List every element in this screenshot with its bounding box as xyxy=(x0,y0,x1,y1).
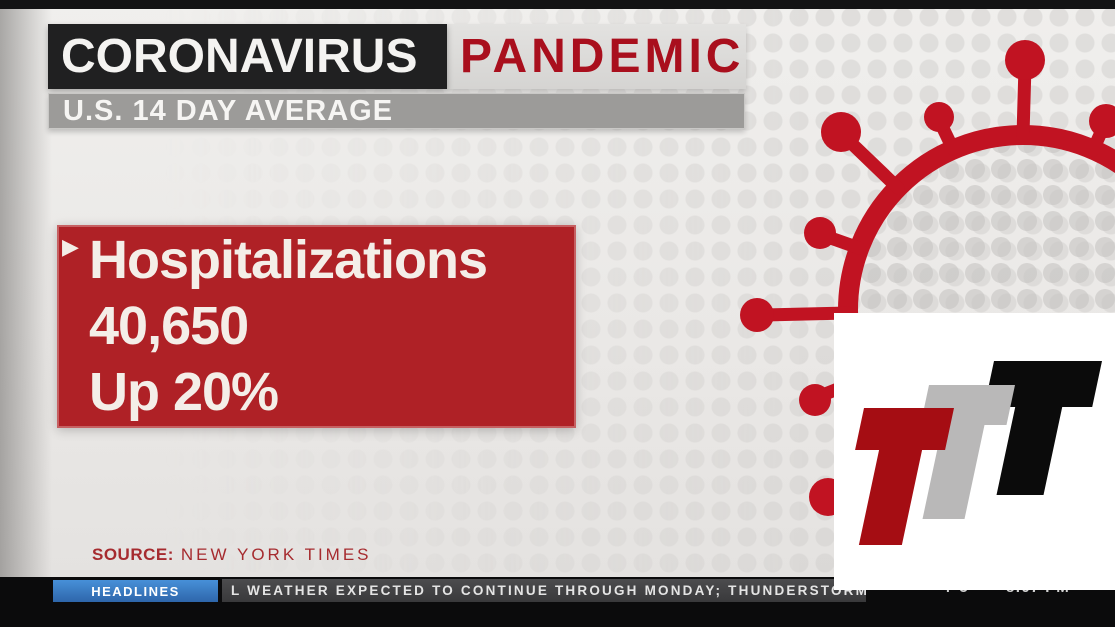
ticker-headline: L WEATHER EXPECTED TO CONTINUE THROUGH M… xyxy=(231,583,866,598)
news-ticker: HEADLINES L WEATHER EXPECTED TO CONTINUE… xyxy=(0,577,1115,627)
left-edge-shadow xyxy=(0,0,52,577)
virus-spikes xyxy=(740,40,1115,516)
logo-letter-t-black xyxy=(984,361,1102,495)
logo-letter-t-red xyxy=(855,408,954,545)
right-arrow-bullet-icon: ▶ xyxy=(62,234,79,259)
station-logo-box xyxy=(834,313,1115,590)
header-light-strip xyxy=(447,24,746,89)
stat-panel: ▶ Hospitalizations 40,650 Up 20% xyxy=(57,225,576,428)
stat-value: 40,650 xyxy=(89,296,249,356)
source-attribution: SOURCE: NEW YORK TIMES xyxy=(92,545,372,565)
source-label: SOURCE: xyxy=(92,545,174,564)
subtitle-text: U.S. 14 DAY AVERAGE xyxy=(63,94,394,127)
source-value: NEW YORK TIMES xyxy=(180,545,372,564)
stat-label: Hospitalizations xyxy=(89,230,488,290)
title-pandemic: PANDEMIC xyxy=(460,30,745,83)
station-ttt-logo xyxy=(855,361,1102,545)
top-black-bar xyxy=(0,0,1115,9)
ticker-strip: L WEATHER EXPECTED TO CONTINUE THROUGH M… xyxy=(222,579,866,602)
stat-change: Up 20% xyxy=(89,362,279,422)
headlines-badge-label: HEADLINES xyxy=(91,583,180,599)
headlines-badge: HEADLINES xyxy=(53,580,218,602)
header-black-bar: CORONAVIRUS xyxy=(48,24,447,89)
title-coronavirus: CORONAVIRUS xyxy=(61,30,418,83)
subtitle-bar: U.S. 14 DAY AVERAGE xyxy=(48,93,745,129)
